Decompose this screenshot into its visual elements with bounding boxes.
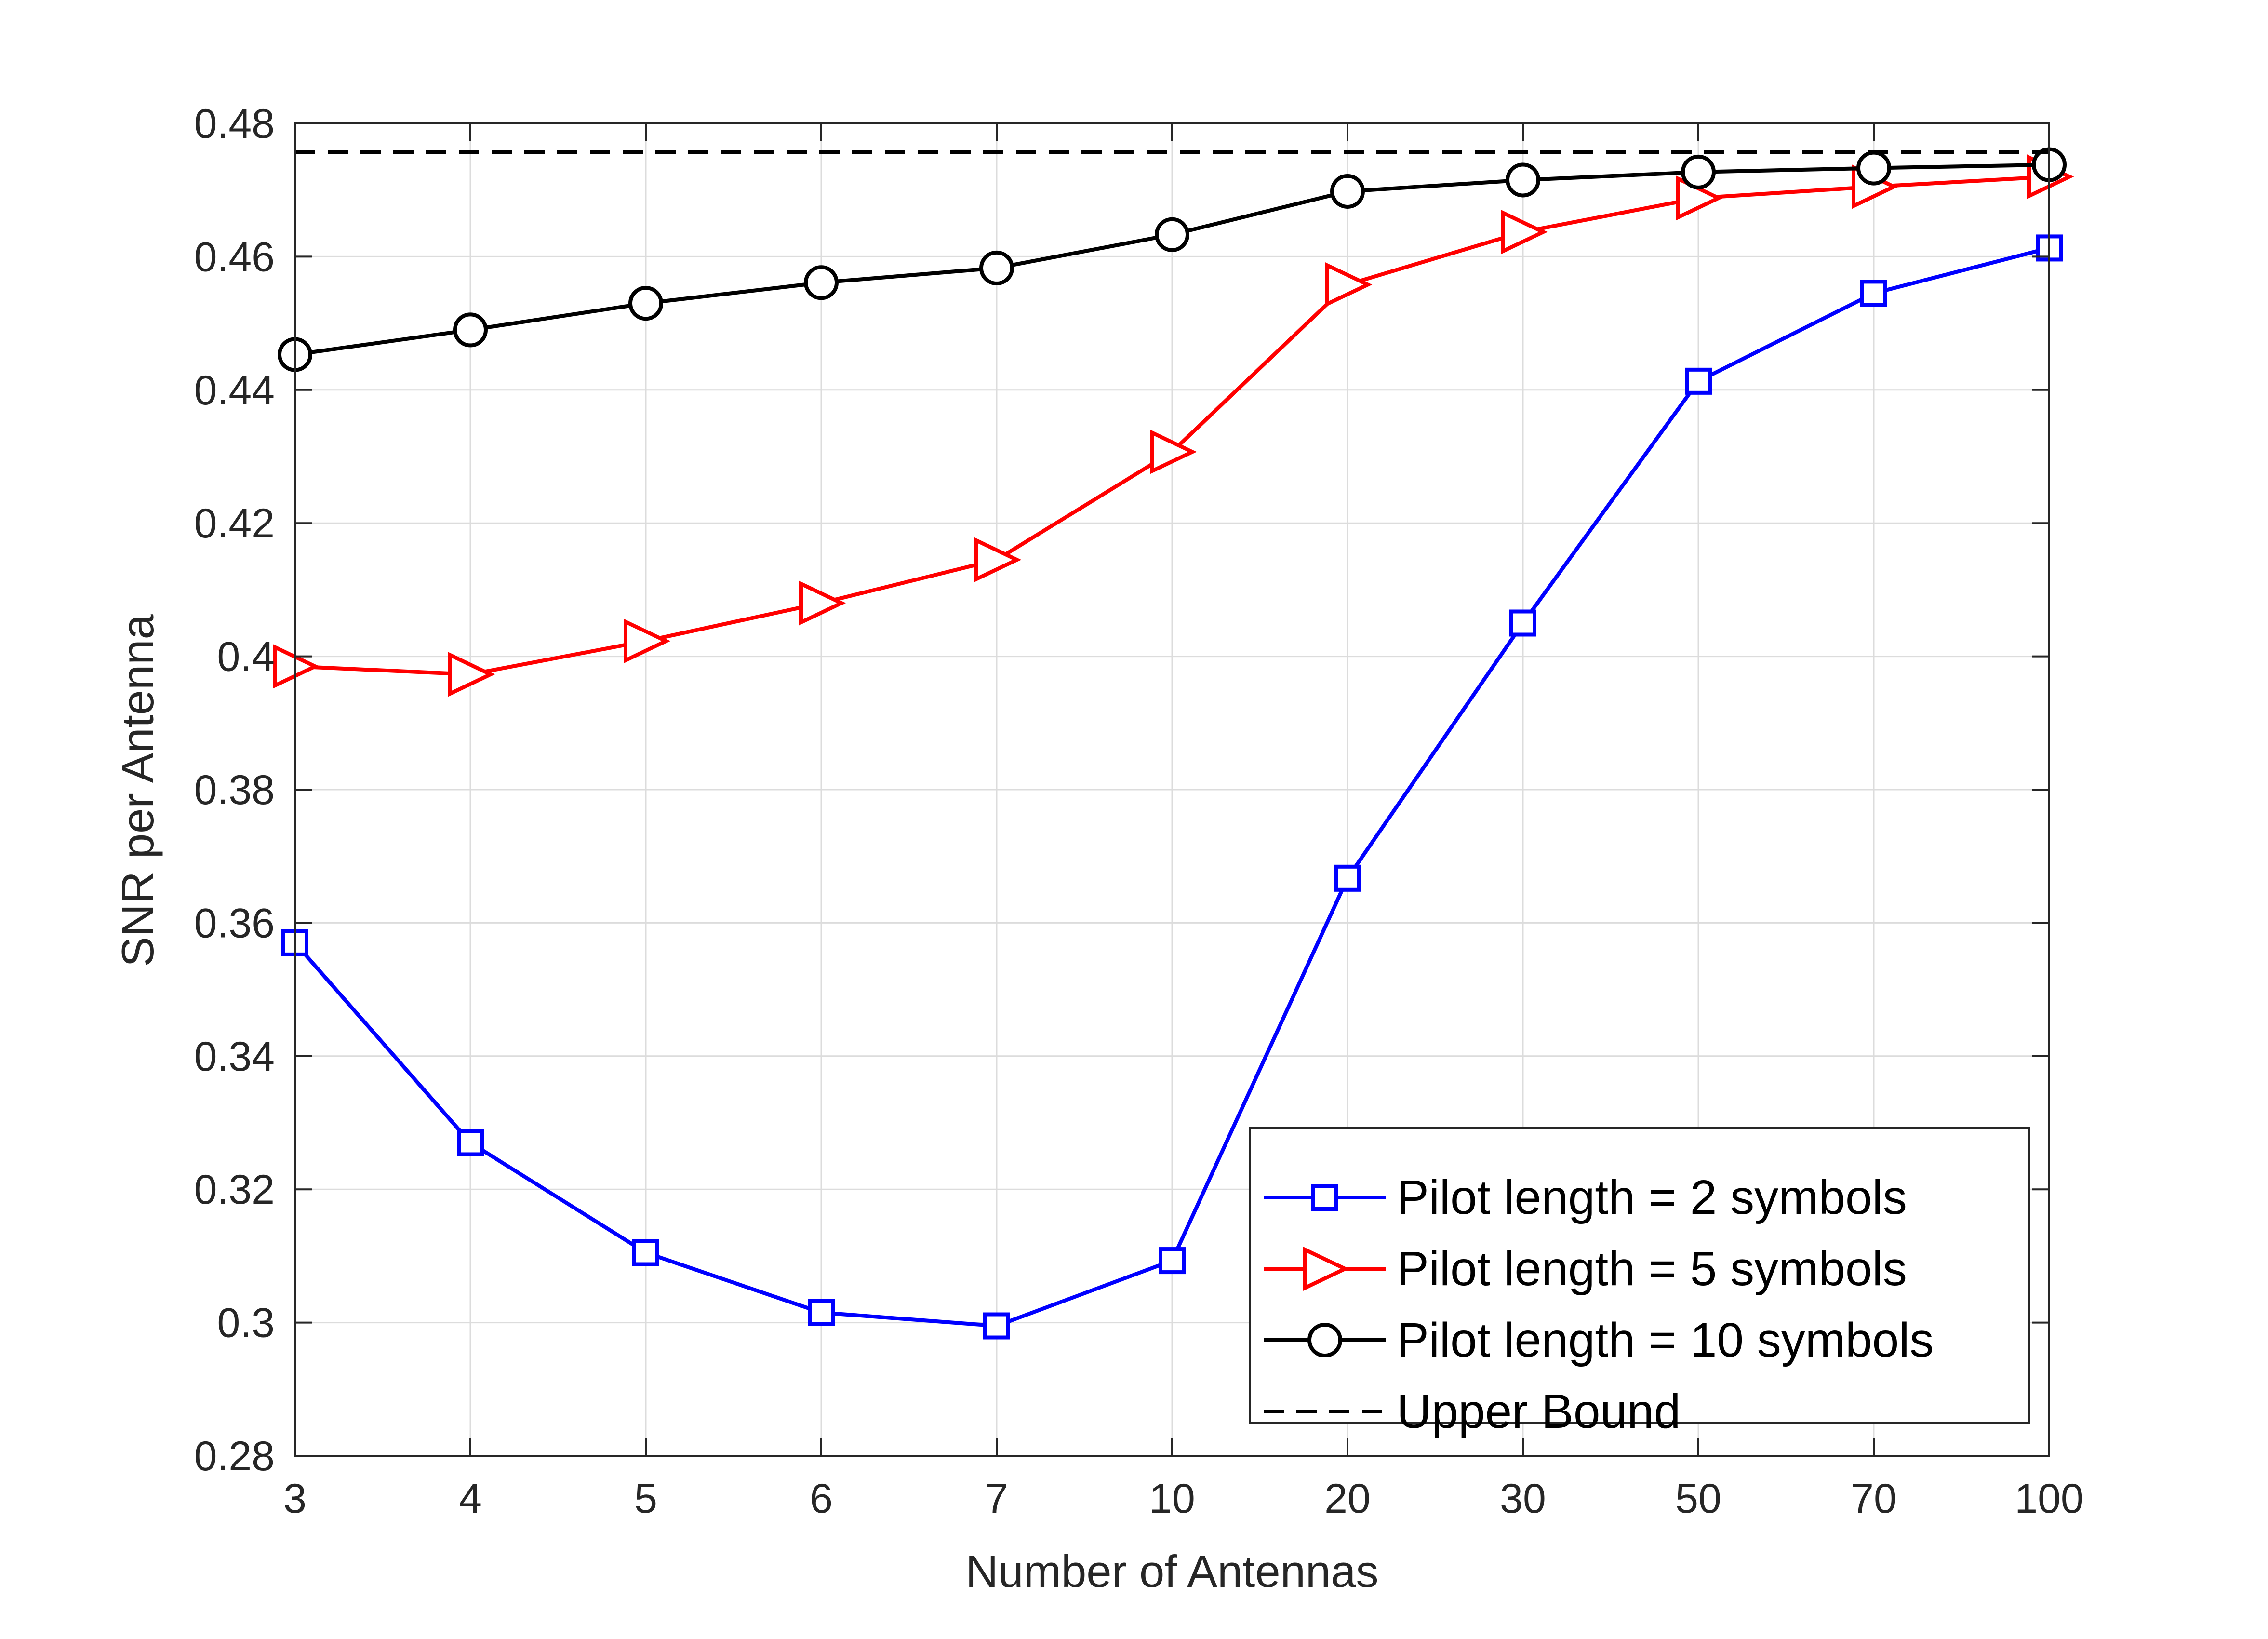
- data-point: [804, 265, 839, 300]
- data-point: [1334, 864, 1361, 892]
- y-tick-label: 0.44: [194, 367, 275, 414]
- y-tick-label: 0.38: [194, 767, 275, 813]
- y-tick-label: 0.32: [194, 1167, 275, 1213]
- x-tick-label: 50: [1675, 1476, 1721, 1522]
- x-tick-label: 4: [459, 1476, 482, 1522]
- x-tick-label: 30: [1500, 1476, 1546, 1522]
- data-point: [628, 286, 663, 321]
- x-tick-label: 70: [1851, 1476, 1897, 1522]
- legend-label: Pilot length = 2 symbols: [1397, 1170, 1907, 1224]
- y-tick-label: 0.3: [217, 1300, 275, 1346]
- data-point: [799, 580, 846, 626]
- legend-box: [1249, 1127, 2030, 1424]
- data-point: [1509, 609, 1536, 637]
- legend-marker: [1311, 1184, 1338, 1211]
- y-tick-label: 0.46: [194, 234, 275, 280]
- data-point: [1325, 262, 1373, 307]
- y-tick-label: 0.34: [194, 1034, 275, 1080]
- y-tick-label: 0.28: [194, 1433, 275, 1479]
- data-point: [1856, 150, 1891, 186]
- legend-label: Upper Bound: [1397, 1384, 1681, 1438]
- x-tick-label: 7: [985, 1476, 1008, 1522]
- data-point: [448, 652, 495, 697]
- data-point: [1685, 367, 1712, 395]
- legend-marker: [1307, 1323, 1342, 1357]
- x-tick-label: 100: [2015, 1476, 2084, 1522]
- y-tick-label: 0.42: [194, 500, 275, 547]
- data-point: [632, 1239, 659, 1266]
- x-tick-label: 10: [1149, 1476, 1195, 1522]
- data-point: [1681, 154, 1716, 189]
- y-tick-label: 0.4: [217, 634, 275, 680]
- legend-marker: [1303, 1246, 1350, 1291]
- x-tick-label: 3: [283, 1476, 307, 1522]
- axis-ticks: [295, 123, 2049, 1456]
- series-1: [281, 234, 2063, 1340]
- data-point: [1150, 429, 1197, 474]
- series-layer: [273, 147, 2074, 1340]
- legend-label: Pilot length = 5 symbols: [1397, 1242, 1907, 1296]
- y-tick-label: 0.36: [194, 900, 275, 946]
- data-point: [1155, 217, 1189, 252]
- data-point: [1159, 1247, 1186, 1275]
- x-tick-label: 20: [1324, 1476, 1371, 1522]
- data-point: [453, 312, 488, 348]
- legend: Pilot length = 2 symbols Pilot length = 5…: [1249, 1127, 2030, 1438]
- y-tick-label: 0.48: [194, 101, 275, 147]
- data-point: [974, 537, 1022, 582]
- y-axis-label: SNR per Antenna: [112, 614, 163, 967]
- series-3: [278, 147, 2067, 372]
- data-point: [808, 1299, 835, 1326]
- data-point: [1860, 280, 1887, 307]
- data-point: [624, 618, 671, 664]
- x-axis-label: Number of Antennas: [966, 1546, 1379, 1597]
- x-tick-labels: 3 4 5 6 7 10 20 30 50 70 100: [283, 1476, 2084, 1522]
- data-point: [979, 250, 1014, 285]
- y-tick-labels: 0.28 0.3 0.32 0.34 0.36 0.38 0.4 0.42 0.44 0.46 0.…: [194, 101, 275, 1479]
- x-tick-label: 5: [634, 1476, 657, 1522]
- data-point: [1330, 174, 1365, 209]
- data-point: [983, 1312, 1010, 1340]
- data-point: [1501, 209, 1548, 255]
- data-point: [457, 1129, 484, 1156]
- legend-label: Pilot length = 10 symbols: [1397, 1313, 1934, 1367]
- x-tick-label: 6: [810, 1476, 833, 1522]
- data-point: [1506, 162, 1540, 198]
